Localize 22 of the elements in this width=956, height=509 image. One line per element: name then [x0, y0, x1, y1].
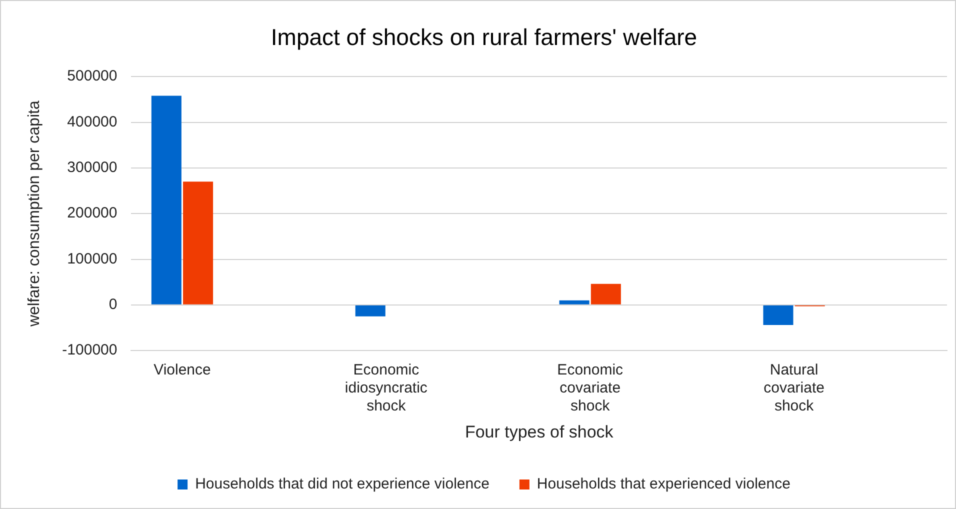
y-axis-title: welfare: consumption per capita	[26, 100, 44, 328]
bar	[559, 300, 590, 304]
x-tick-label: Economic idiosyncratic shock	[344, 362, 428, 415]
y-tick-label: 0	[108, 296, 118, 314]
legend-label: Households that experienced violence	[536, 476, 790, 493]
y-tick-label: 200000	[67, 204, 118, 222]
y-tick-label: 400000	[67, 113, 118, 130]
y-tick-label: 100000	[67, 250, 118, 268]
legend-label: Households that did not experience violence	[195, 476, 490, 493]
y-tick-label: -100000	[62, 342, 118, 359]
bar	[763, 305, 794, 326]
y-tick-label: 300000	[67, 159, 118, 176]
x-tick-label: Economic covariate shock	[557, 362, 624, 415]
x-tick-label: Natural covariate shock	[764, 362, 824, 415]
x-tick-label: Violence	[154, 362, 211, 379]
bar	[590, 284, 621, 304]
chart-title: Impact of shocks on rural farmers' welfare	[270, 24, 698, 50]
y-tick-label: 500000	[67, 68, 118, 85]
bar	[355, 305, 386, 316]
x-axis-title: Four types of shock	[464, 422, 614, 442]
bar	[151, 96, 182, 304]
bar	[183, 182, 214, 304]
